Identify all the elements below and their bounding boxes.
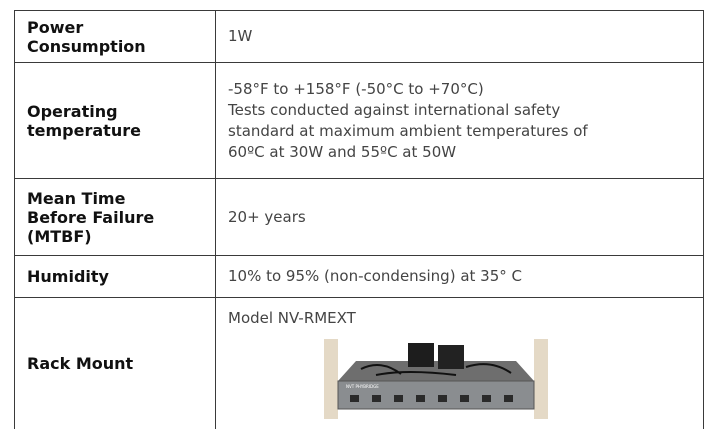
value-cell: 1W xyxy=(215,10,704,63)
label-cell: Power Consumption xyxy=(14,10,216,63)
table-row: Operating temperature -58°F to +158°F (-5… xyxy=(14,62,704,179)
label-text: Humidity xyxy=(27,267,109,286)
value-text: Tests conducted against international sa… xyxy=(228,100,561,119)
table-row: Power Consumption 1W xyxy=(14,10,704,63)
value-text: Model NV-RMEXT xyxy=(228,309,356,327)
label-text: Power Consumption xyxy=(27,17,146,56)
power-brick xyxy=(408,343,434,367)
label-text: Rack Mount xyxy=(27,354,134,373)
cables xyxy=(360,363,512,376)
rack-post xyxy=(534,339,548,419)
spec-table: Power Consumption 1W Operating temperature… xyxy=(14,10,704,429)
port xyxy=(372,395,381,402)
table-row: Rack Mount Model NV-RMEXT NVT PHYBRIDGE xyxy=(14,297,704,429)
tray xyxy=(338,361,534,381)
port xyxy=(350,395,359,402)
rack-post xyxy=(324,339,338,419)
port xyxy=(460,395,469,402)
table-row: Mean Time Before Failure (MTBF) 20+ years xyxy=(14,178,704,256)
label-cell: Operating temperature xyxy=(14,62,216,179)
label-text: Mean Time Before Failure (MTBF) xyxy=(27,188,155,246)
port xyxy=(394,395,403,402)
value-text: standard at maximum ambient temperatures… xyxy=(228,121,588,140)
value-cell: Model NV-RMEXT NVT PHYBRIDGE xyxy=(215,297,704,429)
rack-photo: NVT PHYBRIDGE xyxy=(324,339,548,419)
value-text: 10% to 95% (non-condensing) at 35° C xyxy=(228,267,522,285)
label-cell: Humidity xyxy=(14,255,216,298)
value-cell: -58°F to +158°F (-50°C to +70°C) Tests co… xyxy=(215,62,704,179)
rack-image: NVT PHYBRIDGE xyxy=(316,339,556,419)
value-text: -58°F to +158°F (-50°C to +70°C) xyxy=(228,79,484,98)
value-text: 20+ years xyxy=(228,207,306,226)
label-text: Operating temperature xyxy=(27,101,141,140)
table-row: Humidity 10% to 95% (non-condensing) at 3… xyxy=(14,255,704,298)
port xyxy=(416,395,425,402)
port xyxy=(504,395,513,402)
front-panel xyxy=(337,380,535,410)
label-cell: Mean Time Before Failure (MTBF) xyxy=(14,178,216,256)
port xyxy=(438,395,447,402)
label-cell: Rack Mount xyxy=(14,297,216,429)
value-cell: 20+ years xyxy=(215,178,704,256)
port xyxy=(482,395,491,402)
power-brick xyxy=(438,345,464,369)
value-text: 60ºC at 30W and 55ºC at 50W xyxy=(228,142,457,161)
value-text: 1W xyxy=(228,27,253,45)
brand-text: NVT PHYBRIDGE xyxy=(346,384,379,389)
value-cell: 10% to 95% (non-condensing) at 35° C xyxy=(215,255,704,298)
